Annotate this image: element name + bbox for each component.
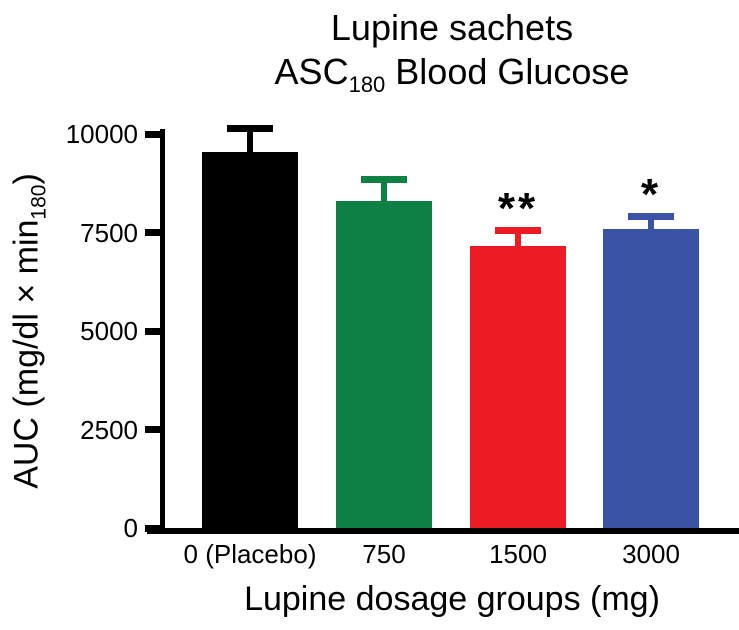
x-tick-label: 0 (Placebo) — [183, 539, 317, 569]
y-axis-tick-label: 0 — [123, 513, 138, 543]
bar-1500 — [470, 246, 566, 528]
chart-title-line2-pre: ASC — [274, 51, 349, 92]
bar-3000 — [603, 228, 699, 528]
y-axis-tick — [145, 524, 160, 532]
y-axis-tick — [145, 426, 160, 433]
error-bar-cap — [628, 212, 674, 220]
x-axis-line — [147, 528, 739, 534]
significance-label: ** — [497, 184, 539, 234]
bar-0-placebo- — [202, 151, 298, 528]
chart-title-line2-post: Blood Glucose — [385, 51, 630, 92]
error-bar-stem — [381, 179, 387, 207]
y-axis-tick — [145, 130, 160, 138]
error-bar-cap — [361, 175, 407, 183]
y-axis-tick-label: 10000 — [65, 119, 138, 149]
x-axis-title: Lupine dosage groups (mg) — [244, 580, 660, 618]
error-bar-stem — [247, 128, 253, 158]
y-axis-tick — [145, 327, 160, 335]
significance-label: * — [640, 169, 662, 219]
y-axis-tick — [145, 229, 160, 236]
y-axis-tick-label: 7500 — [80, 217, 138, 248]
error-bar-cap — [227, 124, 273, 132]
x-tick-label: 750 — [362, 539, 406, 569]
chart-title-line1: Lupine sachets — [330, 7, 574, 48]
x-tick-label: 1500 — [489, 539, 547, 569]
chart-title: Lupine sachets ASC180 Blood Glucose — [152, 6, 739, 98]
chart-title-line2-subscript: 180 — [348, 72, 386, 98]
x-tick-label: 3000 — [622, 539, 680, 569]
error-bar-stem — [648, 216, 654, 235]
error-bar-cap — [495, 227, 541, 235]
y-axis-tick-label: 2500 — [80, 414, 138, 445]
y-axis-line — [160, 129, 165, 534]
bar-750 — [336, 200, 432, 528]
y-axis-tick-label: 5000 — [80, 316, 138, 346]
chart-title-line2: ASC180 Blood Glucose — [152, 50, 739, 98]
error-bar-stem — [515, 230, 521, 253]
